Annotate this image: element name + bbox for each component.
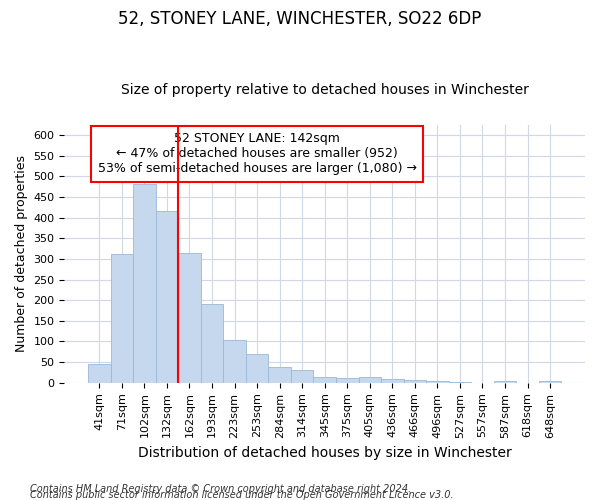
Bar xyxy=(404,380,426,383)
Bar xyxy=(133,184,155,383)
Bar xyxy=(494,381,516,383)
Bar xyxy=(110,254,133,383)
Bar xyxy=(201,304,223,383)
Bar xyxy=(223,340,246,383)
Text: Contains HM Land Registry data © Crown copyright and database right 2024.: Contains HM Land Registry data © Crown c… xyxy=(30,484,411,494)
Bar xyxy=(336,378,359,383)
Bar xyxy=(178,254,201,383)
Text: 52 STONEY LANE: 142sqm
← 47% of detached houses are smaller (952)
53% of semi-de: 52 STONEY LANE: 142sqm ← 47% of detached… xyxy=(98,132,416,176)
Bar xyxy=(246,354,268,383)
Bar xyxy=(426,381,449,383)
Y-axis label: Number of detached properties: Number of detached properties xyxy=(15,155,28,352)
Bar xyxy=(313,377,336,383)
Bar xyxy=(268,367,291,383)
Bar xyxy=(88,364,110,383)
Bar xyxy=(359,377,381,383)
Text: 52, STONEY LANE, WINCHESTER, SO22 6DP: 52, STONEY LANE, WINCHESTER, SO22 6DP xyxy=(118,10,482,28)
Bar xyxy=(155,212,178,383)
Title: Size of property relative to detached houses in Winchester: Size of property relative to detached ho… xyxy=(121,83,529,97)
Bar xyxy=(381,378,404,383)
Bar xyxy=(539,381,562,383)
Text: Contains public sector information licensed under the Open Government Licence v3: Contains public sector information licen… xyxy=(30,490,454,500)
Bar xyxy=(291,370,313,383)
X-axis label: Distribution of detached houses by size in Winchester: Distribution of detached houses by size … xyxy=(138,446,512,460)
